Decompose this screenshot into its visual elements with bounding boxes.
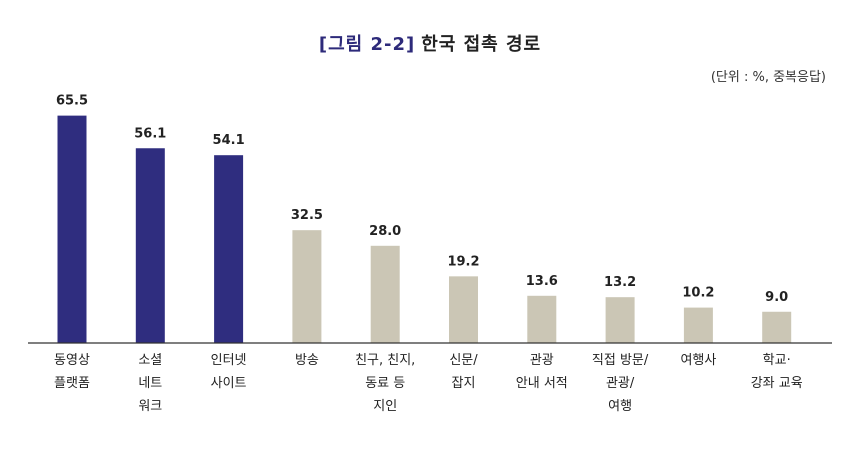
unit-note: (단위 : %, 중복응답) (710, 70, 826, 85)
category-label: 인터넷 사이트 (211, 353, 247, 391)
category-label: 학교· 강좌 교육 (751, 353, 803, 391)
bar (605, 297, 635, 343)
figure-title: 한국 접촉 경로 (421, 34, 542, 55)
chart-title: [그림 2-2] 한국 접촉 경로 (0, 30, 860, 56)
bar (57, 115, 87, 343)
category-label: 관광 안내 서적 (516, 353, 568, 391)
data-label: 32.5 (291, 208, 323, 223)
category-label: 방송 (295, 353, 319, 368)
bar (214, 155, 244, 343)
bar (762, 311, 792, 343)
data-label: 56.1 (134, 126, 166, 141)
bar (683, 307, 713, 343)
category-label: 친구, 친지, 동료 등 지인 (355, 353, 415, 414)
data-label: 10.2 (682, 286, 714, 301)
category-label: 여행사 (680, 352, 716, 368)
bar (527, 295, 557, 343)
category-label: 소셜 네트 워크 (138, 353, 162, 414)
bar (135, 148, 165, 343)
data-label: 13.6 (526, 274, 558, 289)
figure-number: [그림 2-2] (318, 34, 416, 55)
bar (449, 276, 478, 343)
data-label: 28.0 (369, 224, 401, 239)
bar (370, 245, 400, 343)
category-label: 신문/잡지 (449, 353, 478, 391)
data-label: 54.1 (213, 133, 245, 148)
data-label: 65.5 (56, 94, 88, 109)
category-label: 직접 방문/관광/여행 (592, 353, 649, 414)
bar (292, 230, 322, 343)
data-label: 13.2 (604, 275, 636, 290)
data-label: 9.0 (765, 290, 788, 305)
data-label: 19.2 (447, 254, 479, 269)
category-label: 동영상 플랫폼 (54, 353, 90, 391)
